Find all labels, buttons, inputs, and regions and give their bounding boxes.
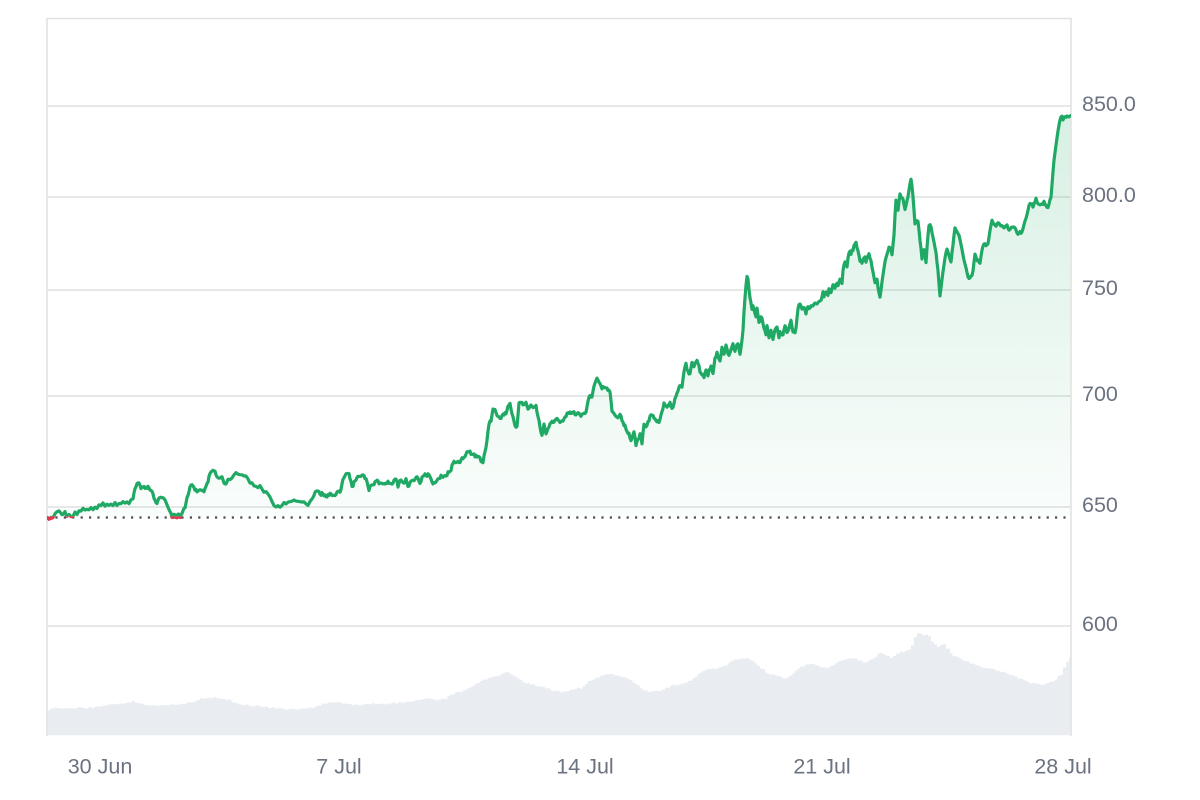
svg-text:850.0: 850.0: [1082, 92, 1136, 116]
svg-text:28 Jul: 28 Jul: [1034, 755, 1091, 779]
svg-text:750: 750: [1082, 276, 1118, 300]
svg-text:700: 700: [1082, 382, 1118, 406]
svg-text:30 Jun: 30 Jun: [68, 755, 133, 779]
svg-text:14 Jul: 14 Jul: [556, 755, 613, 779]
svg-text:7 Jul: 7 Jul: [316, 755, 361, 779]
svg-text:800.0: 800.0: [1082, 183, 1136, 207]
svg-text:650: 650: [1082, 493, 1118, 517]
svg-text:600: 600: [1082, 612, 1118, 636]
svg-text:21 Jul: 21 Jul: [793, 755, 850, 779]
